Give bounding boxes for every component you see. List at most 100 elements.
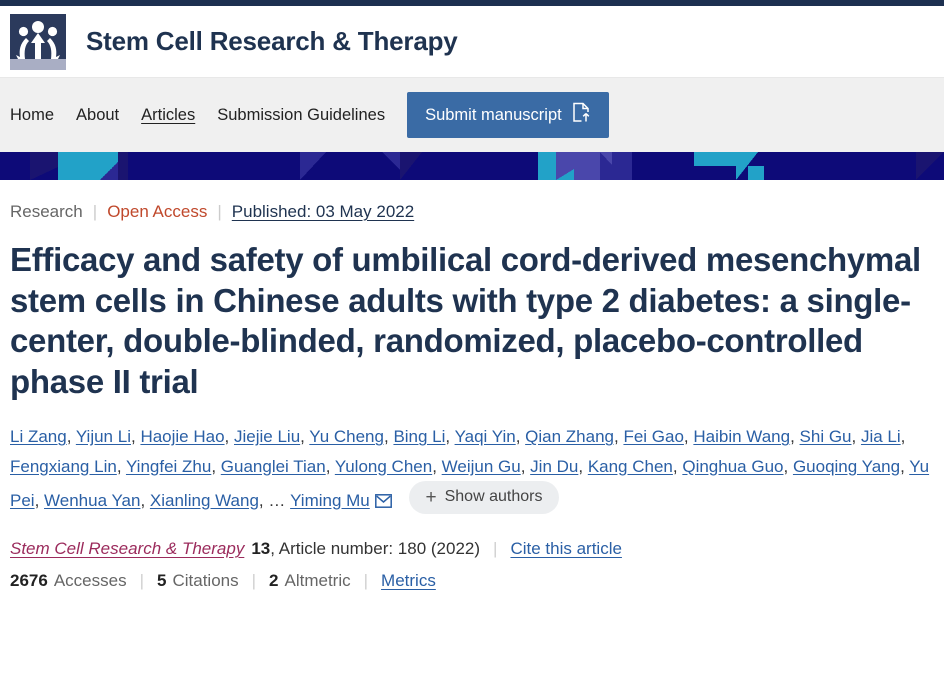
author-separator: , <box>790 427 800 447</box>
accesses-label: Accesses <box>53 571 127 591</box>
citations-count: 5 <box>157 571 167 591</box>
banner-shape <box>748 166 764 180</box>
nav-links: Home About Articles Submission Guideline… <box>10 106 385 125</box>
author-separator: , <box>325 456 335 476</box>
top-accent-strip <box>0 0 944 6</box>
author-separator: , <box>383 427 394 447</box>
author-separator: , <box>520 456 531 476</box>
banner-shape <box>612 152 632 180</box>
journal-title: Stem Cell Research & Therapy <box>86 26 458 56</box>
author-link[interactable]: Jia Li <box>860 427 901 447</box>
author-separator: , <box>515 427 526 447</box>
article-header: Research | Open Access | Published: 03 M… <box>0 180 944 591</box>
author-separator: , <box>613 427 624 447</box>
author-link[interactable]: Fengxiang Lin <box>10 456 117 476</box>
metric-divider: | <box>139 571 144 591</box>
submit-manuscript-label: Submit manuscript <box>425 105 562 124</box>
author-link[interactable]: Yulong Chen <box>334 456 433 476</box>
author-separator: , <box>578 456 588 476</box>
open-access-badge: Open Access <box>107 202 208 221</box>
logo-base-band <box>10 58 66 70</box>
author-link[interactable]: Haibin Wang <box>693 427 791 447</box>
author-link[interactable]: Li Zang <box>10 427 67 447</box>
altmetric-count: 2 <box>269 571 279 591</box>
show-authors-label: Show authors <box>444 488 543 506</box>
published-date-link[interactable]: Published: 03 May 2022 <box>231 202 415 221</box>
people-arrows-logo-icon[interactable] <box>10 13 66 70</box>
author-separator: , <box>140 490 150 510</box>
author-link[interactable]: Yu Pei <box>10 456 930 510</box>
author-link[interactable]: Yingfei Zhu <box>125 456 212 476</box>
citation-row: Stem Cell Research & Therapy 13 , Articl… <box>10 539 934 559</box>
article-title: Efficacy and safety of umbilical cord-de… <box>10 241 921 400</box>
author-separator: , <box>445 427 455 447</box>
author-link[interactable]: Yu Cheng <box>309 427 384 447</box>
banner-shape <box>118 152 128 180</box>
cite-this-article-link[interactable]: Cite this article <box>510 539 622 559</box>
author-link[interactable]: Haojie Hao <box>140 427 225 447</box>
show-authors-button[interactable]: + Show authors <box>408 480 560 514</box>
author-separator: , <box>672 456 683 476</box>
author-link[interactable]: Qinghua Guo <box>682 456 784 476</box>
author-link[interactable]: Yijun Li <box>75 427 131 447</box>
submit-manuscript-button[interactable]: Submit manuscript <box>407 92 609 138</box>
banner-shape <box>400 152 422 180</box>
author-list: Li Zang, Yijun Li, Haojie Hao, Jiejie Li… <box>10 422 934 517</box>
article-number: , Article number: 180 (2022) <box>270 539 481 559</box>
decorative-banner <box>0 152 944 180</box>
altmetric-label: Altmetric <box>284 571 351 591</box>
author-link[interactable]: Kang Chen <box>587 456 673 476</box>
nav-item-articles[interactable]: Articles <box>141 105 196 124</box>
volume-number: 13 <box>251 539 271 559</box>
author-separator: , <box>116 456 126 476</box>
author-separator: , <box>683 427 694 447</box>
nav-item-submission-guidelines[interactable]: Submission Guidelines <box>217 105 386 124</box>
article-type: Research <box>10 202 83 221</box>
author-link[interactable]: Guanglei Tian <box>220 456 326 476</box>
author-link[interactable]: Wenhua Yan <box>44 490 141 510</box>
author-link[interactable]: Qian Zhang <box>525 427 614 447</box>
author-link[interactable]: Guoqing Yang <box>792 456 901 476</box>
metric-divider: | <box>251 571 257 591</box>
author-separator: , <box>66 427 76 447</box>
main-navigation: Home About Articles Submission Guideline… <box>0 78 944 152</box>
author-separator: , <box>34 490 45 510</box>
author-separator: , <box>900 456 910 476</box>
metrics-row: 2676 Accesses | 5 Citations | 2 Altmetri… <box>10 571 934 591</box>
author-separator: , <box>900 427 906 447</box>
metric-divider: | <box>363 571 369 591</box>
authors-ellipsis: … <box>268 490 291 510</box>
banner-shape <box>300 152 326 180</box>
author-link[interactable]: Shi Gu <box>799 427 852 447</box>
meta-divider: | <box>92 202 98 221</box>
envelope-icon[interactable] <box>374 488 392 517</box>
author-link[interactable]: Fei Gao <box>623 427 684 447</box>
author-separator: , <box>851 427 861 447</box>
nav-item-home[interactable]: Home <box>10 105 55 124</box>
author-separator: , <box>432 456 442 476</box>
author-link[interactable]: Xianling Wang <box>149 490 259 510</box>
author-link[interactable]: Yaqi Yin <box>454 427 516 447</box>
nav-item-about[interactable]: About <box>76 105 120 124</box>
banner-shape <box>916 152 944 180</box>
author-link[interactable]: Weijun Gu <box>441 456 521 476</box>
author-link[interactable]: Jiejie Liu <box>234 427 301 447</box>
document-upload-icon <box>572 102 591 128</box>
author-separator: , <box>783 456 793 476</box>
author-separator: , <box>258 490 269 510</box>
citations-label: Citations <box>172 571 239 591</box>
accesses-count: 2676 <box>10 571 48 591</box>
journal-link[interactable]: Stem Cell Research & Therapy <box>10 539 245 559</box>
author-separator: , <box>211 456 221 476</box>
author-separator: , <box>300 427 310 447</box>
metrics-link[interactable]: Metrics <box>381 571 436 591</box>
meta-divider: | <box>217 202 222 221</box>
author-link[interactable]: Jin Du <box>530 456 579 476</box>
author-link[interactable]: Bing Li <box>393 427 446 447</box>
citation-divider: | <box>493 539 498 559</box>
masthead: Stem Cell Research & Therapy <box>0 6 944 78</box>
author-separator: , <box>224 427 234 447</box>
corresponding-author-link[interactable]: Yiming Mu <box>290 490 370 510</box>
plus-icon: + <box>425 486 437 508</box>
author-separator: , <box>130 427 141 447</box>
